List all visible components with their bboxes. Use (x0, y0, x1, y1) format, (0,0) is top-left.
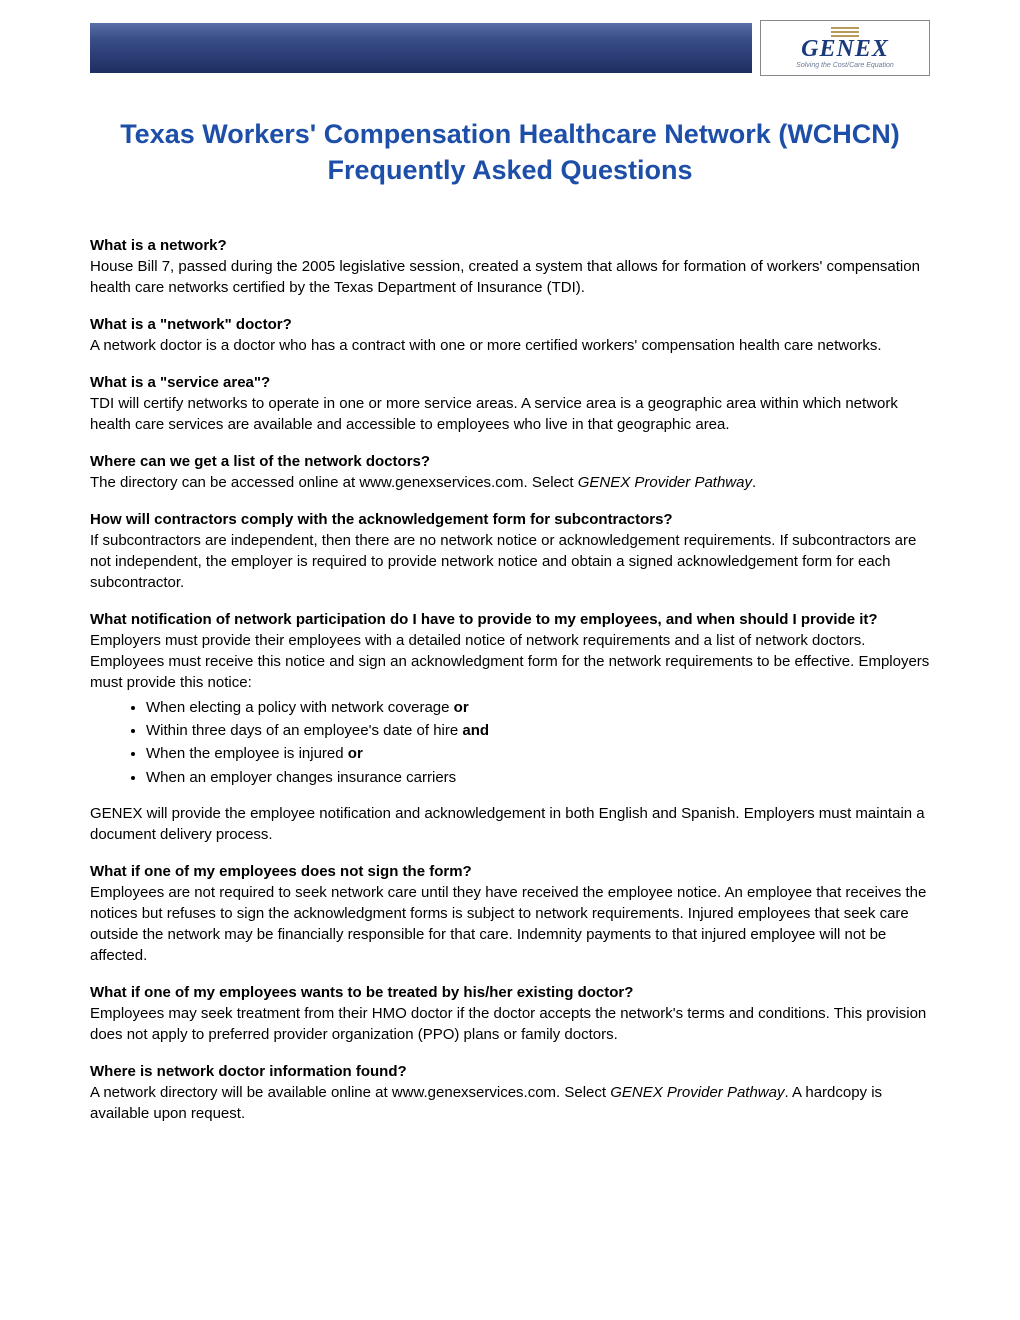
faq-question: What if one of my employees wants to be … (90, 982, 930, 1003)
faq-item: How will contractors comply with the ack… (90, 509, 930, 593)
bullet-text: Within three days of an employee's date … (146, 722, 462, 739)
list-item: Within three days of an employee's date … (146, 719, 930, 742)
faq-answer: The directory can be accessed online at … (90, 472, 930, 493)
answer-prefix: A network directory will be available on… (90, 1084, 610, 1101)
list-item: When the employee is injured or (146, 742, 930, 765)
faq-question: What is a "network" doctor? (90, 314, 930, 335)
faq-question: Where is network doctor information foun… (90, 1061, 930, 1082)
header-blue-bar (90, 23, 752, 73)
faq-answer: Employees may seek treatment from their … (90, 1003, 930, 1045)
bullet-bold: or (454, 699, 469, 716)
faq-item: Where is network doctor information foun… (90, 1061, 930, 1124)
faq-question: What if one of my employees does not sig… (90, 861, 930, 882)
faq-item: What is a "network" doctor? A network do… (90, 314, 930, 356)
answer-italic: GENEX Provider Pathway (610, 1084, 784, 1101)
bullet-bold: and (462, 722, 489, 739)
faq-question: What is a network? (90, 235, 930, 256)
document-page: GENEX Solving the Cost/Care Equation Tex… (0, 0, 1020, 1200)
faq-question: How will contractors comply with the ack… (90, 509, 930, 530)
faq-question: What is a "service area"? (90, 372, 930, 393)
answer-suffix: . (752, 474, 756, 491)
faq-question: What notification of network participati… (90, 609, 930, 630)
header-bar: GENEX Solving the Cost/Care Equation (90, 20, 930, 76)
faq-item: What notification of network participati… (90, 609, 930, 845)
faq-answer: TDI will certify networks to operate in … (90, 393, 930, 435)
bullet-text: When the employee is injured (146, 745, 348, 762)
answer-prefix: The directory can be accessed online at … (90, 474, 578, 491)
faq-question: Where can we get a list of the network d… (90, 451, 930, 472)
faq-item: Where can we get a list of the network d… (90, 451, 930, 493)
faq-item: What is a "service area"? TDI will certi… (90, 372, 930, 435)
list-item: When an employer changes insurance carri… (146, 766, 930, 789)
faq-item: What is a network? House Bill 7, passed … (90, 235, 930, 298)
bullet-bold: or (348, 745, 363, 762)
faq-answer: House Bill 7, passed during the 2005 leg… (90, 256, 930, 298)
bullet-text: When an employer changes insurance carri… (146, 769, 456, 786)
faq-answer: A network doctor is a doctor who has a c… (90, 335, 930, 356)
list-item: When electing a policy with network cove… (146, 696, 930, 719)
answer-italic: GENEX Provider Pathway (578, 474, 752, 491)
logo-text: GENEX (801, 37, 889, 61)
faq-item: What if one of my employees does not sig… (90, 861, 930, 966)
faq-answer-followup: GENEX will provide the employee notifica… (90, 803, 930, 845)
genex-logo: GENEX Solving the Cost/Care Equation (760, 20, 930, 76)
faq-answer: If subcontractors are independent, then … (90, 530, 930, 593)
logo-tagline: Solving the Cost/Care Equation (796, 62, 894, 69)
faq-answer: Employers must provide their employees w… (90, 630, 930, 693)
faq-answer: A network directory will be available on… (90, 1082, 930, 1124)
bullet-text: When electing a policy with network cove… (146, 699, 454, 716)
faq-item: What if one of my employees wants to be … (90, 982, 930, 1045)
bullet-list: When electing a policy with network cove… (146, 696, 930, 789)
page-title: Texas Workers' Compensation Healthcare N… (90, 116, 930, 189)
faq-answer: Employees are not required to seek netwo… (90, 882, 930, 966)
